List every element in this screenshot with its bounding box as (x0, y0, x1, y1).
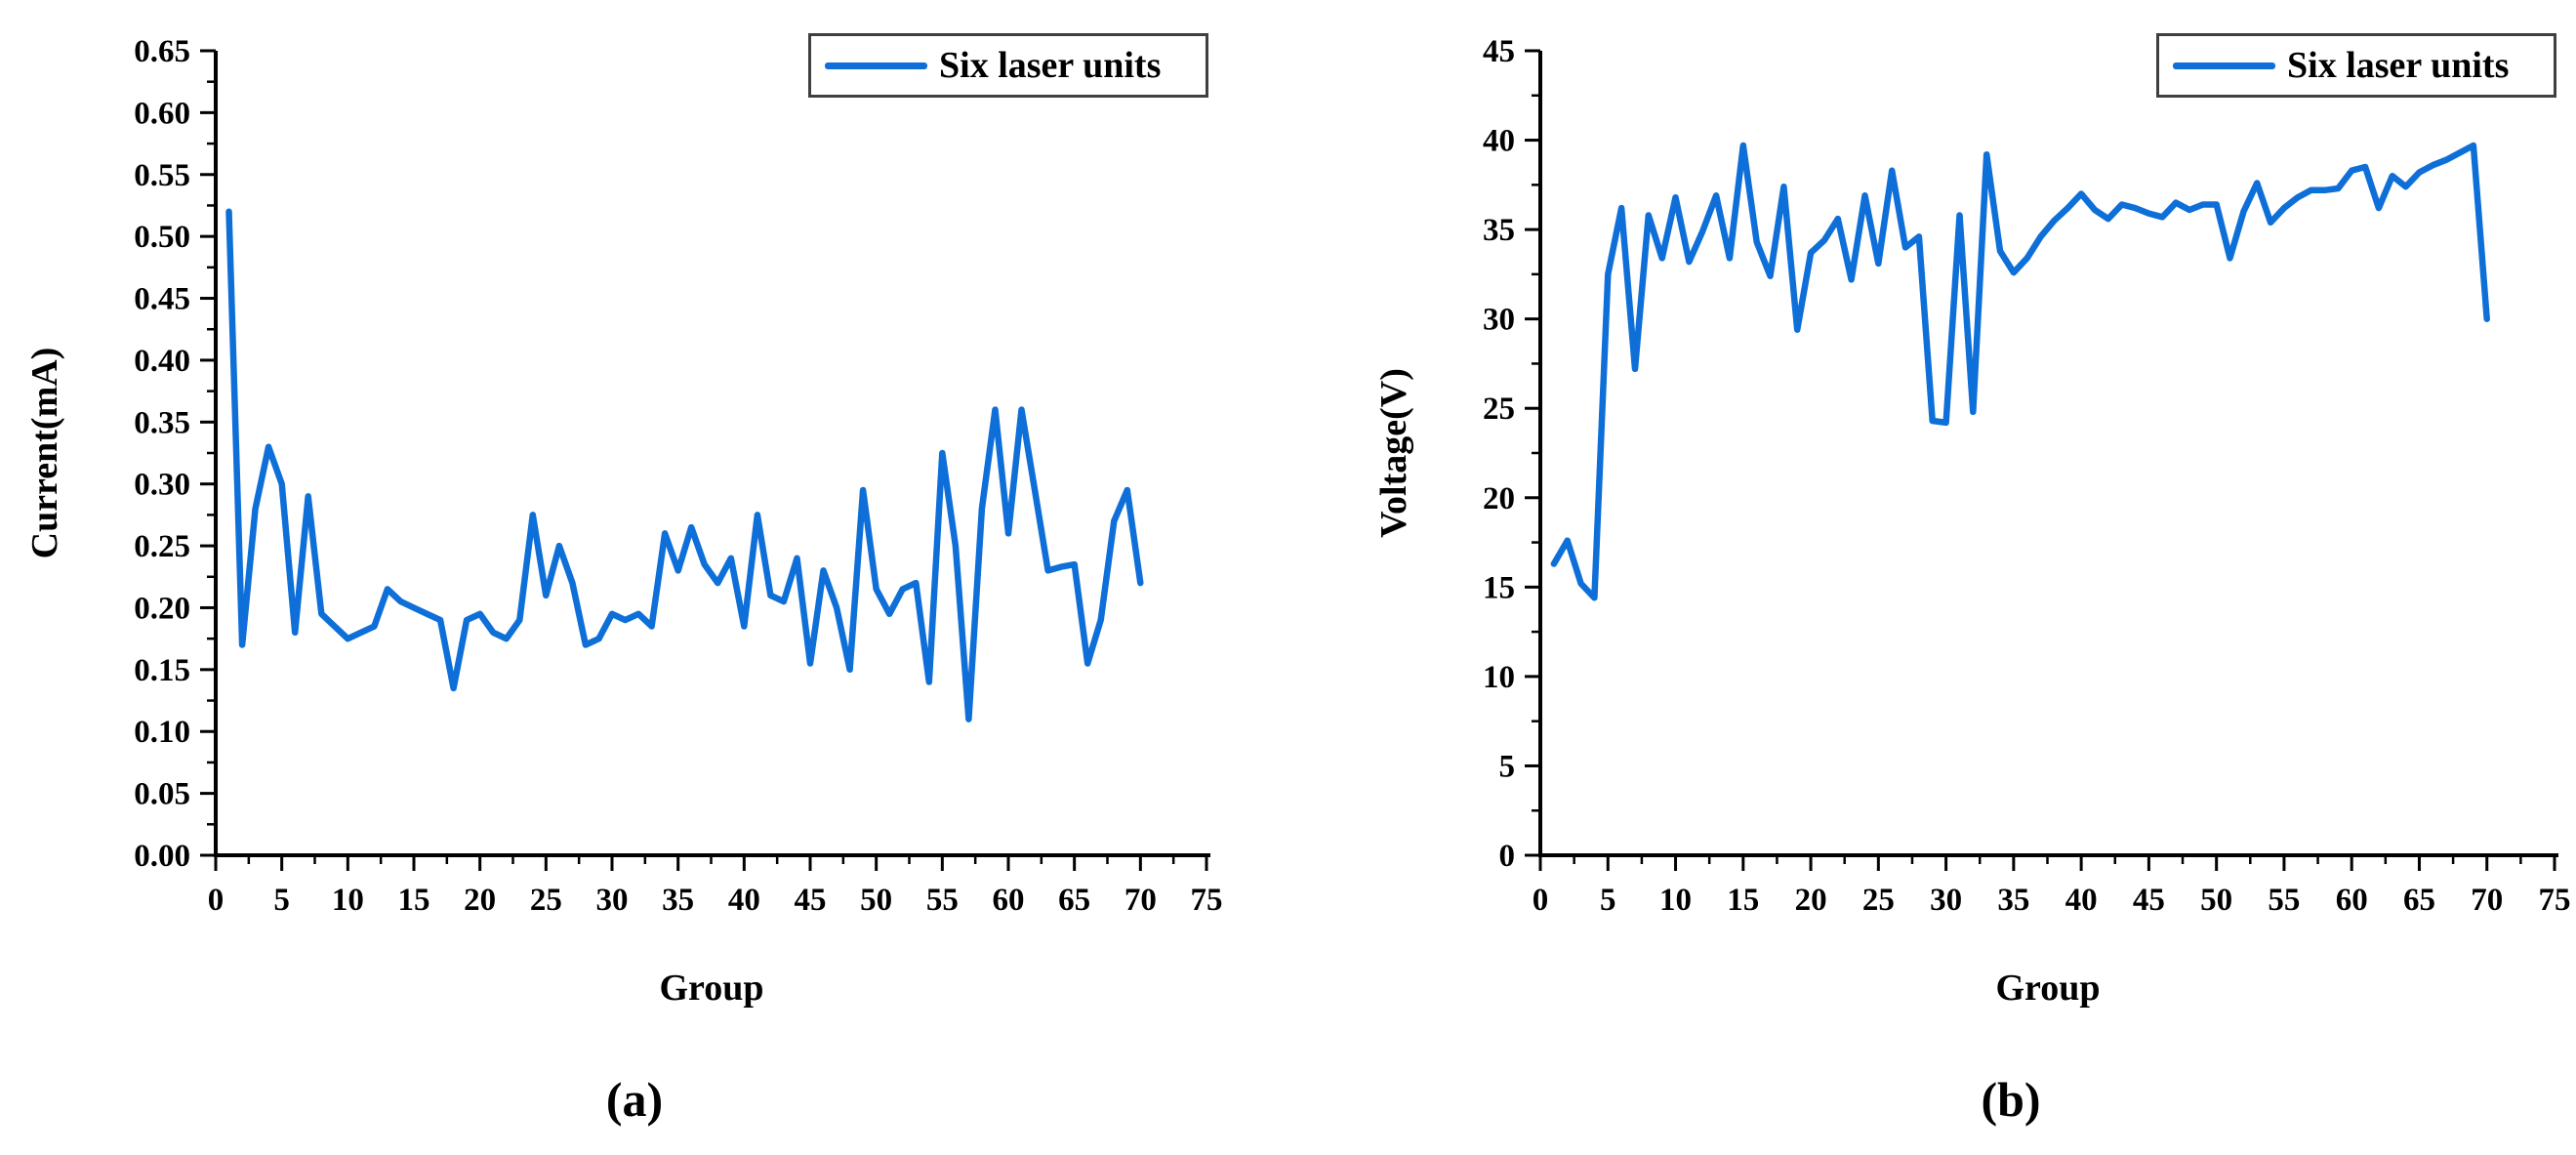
y-tick-label: 0.35 (134, 405, 190, 440)
chart-panel-b: 0 5 10 15 20 25 30 35 40 45 50 55 60 65 70 75 0 5 10 15 20 25… (1483, 34, 2571, 918)
y-tick-label: 0.45 (134, 282, 190, 317)
y-tick-label: 0.50 (134, 220, 190, 255)
y-tick-label: 0.25 (134, 529, 190, 564)
x-tick-label: 10 (332, 883, 364, 918)
x-tick-label: 55 (2268, 883, 2300, 918)
x-tick-label: 15 (398, 883, 430, 918)
x-tick-label: 65 (2403, 883, 2435, 918)
legend-line-sample-a (825, 62, 927, 69)
x-tick-label: 20 (1795, 883, 1827, 918)
y-tick-label: 0.30 (134, 468, 190, 503)
x-tick-label: 75 (1191, 883, 1223, 918)
panel-label-b: (b) (1981, 1072, 2041, 1127)
x-tick-label: 65 (1058, 883, 1090, 918)
x-tick-label: 5 (1600, 883, 1616, 918)
axis-lines-a (214, 51, 1210, 857)
x-tick-label: 55 (926, 883, 959, 918)
x-tick-label: 30 (1930, 883, 1962, 918)
x-tick-label: 50 (2200, 883, 2232, 918)
y-tick-label: 10 (1483, 660, 1515, 695)
legend-line-sample-b (2173, 62, 2275, 69)
x-tick-label: 30 (596, 883, 629, 918)
x-tick-label: 20 (464, 883, 496, 918)
y-tick-label: 0.05 (134, 777, 190, 812)
x-tick-label: 35 (662, 883, 694, 918)
x-tick-label: 75 (2539, 883, 2571, 918)
series-line-a (225, 208, 1144, 722)
x-tick-label: 0 (208, 883, 225, 918)
y-axis-title-b: Voltage(V) (1373, 368, 1414, 538)
x-tick-label: 0 (1533, 883, 1549, 918)
x-axis-title-b: Group (1995, 968, 2101, 1009)
legend-label-a: Six laser units (939, 45, 1162, 86)
y-tick-label: 0.55 (134, 158, 190, 193)
legend-label-b: Six laser units (2287, 45, 2510, 86)
y-tick-label: 0.40 (134, 344, 190, 379)
y-tick-label: 0.65 (134, 34, 190, 69)
y-tick-label: 0.60 (134, 96, 190, 131)
y-tick-label: 35 (1483, 213, 1515, 248)
y-tick-label: 45 (1483, 34, 1515, 69)
x-tick-label: 15 (1727, 883, 1759, 918)
y-tick-label: 25 (1483, 392, 1515, 427)
x-tick-label: 35 (1997, 883, 2029, 918)
y-tick-label: 0.15 (134, 653, 190, 688)
x-tick-label: 70 (2471, 883, 2503, 918)
x-tick-label: 10 (1659, 883, 1692, 918)
x-tick-label: 25 (1862, 883, 1895, 918)
y-axis-title-a: Current(mA) (24, 347, 65, 559)
y-tick-label: 20 (1483, 481, 1515, 516)
y-tick-label: 40 (1483, 124, 1515, 159)
x-tick-label: 45 (795, 883, 827, 918)
chart-panel-a: 0 5 10 15 20 25 30 35 40 45 50 55 60 65 70 75 0.00 0.05 0.… (134, 34, 1222, 918)
x-tick-label: 60 (993, 883, 1025, 918)
x-tick-label: 5 (273, 883, 290, 918)
y-tick-label: 0.20 (134, 591, 190, 626)
series-line-b (1550, 142, 2490, 601)
legend-b: Six laser units (2156, 33, 2556, 98)
x-tick-label: 60 (2336, 883, 2368, 918)
y-tick-label: 15 (1483, 570, 1515, 605)
x-tick-label: 40 (2065, 883, 2098, 918)
x-axis-title-a: Group (659, 968, 764, 1009)
legend-a: Six laser units (808, 33, 1208, 98)
x-tick-label: 25 (530, 883, 562, 918)
y-tick-label: 0.10 (134, 715, 190, 750)
x-tick-label: 50 (860, 883, 892, 918)
x-tick-label: 70 (1124, 883, 1157, 918)
x-tick-label: 40 (728, 883, 760, 918)
axis-lines-b (1538, 51, 2558, 857)
y-tick-label: 0 (1499, 839, 1516, 874)
panel-label-a: (a) (605, 1072, 664, 1127)
y-tick-label: 30 (1483, 303, 1515, 338)
y-tick-label: 5 (1499, 749, 1516, 784)
y-tick-label: 0.00 (134, 839, 190, 874)
x-tick-label: 45 (2133, 883, 2165, 918)
